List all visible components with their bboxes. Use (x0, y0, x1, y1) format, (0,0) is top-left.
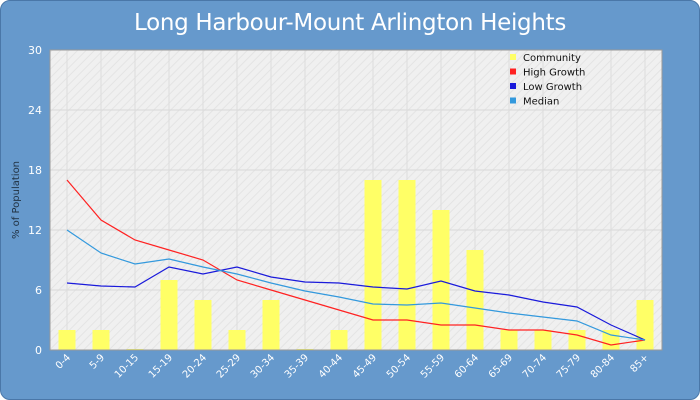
chart-title: Long Harbour-Mount Arlington Heights (133, 10, 567, 36)
x-tick-label: 5-9 (88, 352, 107, 371)
community-bar (330, 330, 348, 350)
x-tick-label: 15-19 (147, 352, 175, 380)
line-series (66, 179, 646, 346)
community-bar (58, 330, 76, 350)
legend-label: Community (523, 53, 581, 64)
community-bar (534, 330, 552, 350)
legend-swatch (510, 97, 516, 104)
community-bar (466, 250, 484, 350)
y-tick-label: 18 (28, 164, 42, 177)
x-tick-label: 75-79 (555, 352, 583, 380)
x-tick-label: 35-39 (283, 352, 311, 380)
community-bar (500, 330, 518, 350)
y-axis-label: % of Population (11, 161, 22, 239)
x-tick-label: 20-24 (181, 352, 209, 380)
community-bar (568, 330, 586, 350)
x-tick-label: 55-59 (419, 352, 447, 380)
community-bar (636, 300, 654, 350)
x-tick-label: 60-64 (453, 352, 481, 380)
legend: Community High Growth Low Growth Median (510, 53, 585, 108)
legend-swatch (510, 83, 516, 89)
x-tick-label: 30-34 (249, 352, 277, 380)
median-line (66, 229, 646, 341)
legend-label: Low Growth (523, 82, 582, 93)
x-tick-label: 40-44 (317, 352, 345, 380)
x-tick-label: 0-4 (54, 352, 73, 371)
legend-swatch (510, 68, 516, 75)
y-tick-label: 6 (35, 284, 42, 297)
community-bar (92, 330, 110, 350)
y-tick-label: 0 (35, 344, 42, 357)
high-growth-line (66, 179, 646, 346)
plot-border (49, 49, 663, 351)
low-growth-line (66, 266, 646, 341)
x-tick-label: 50-54 (385, 352, 413, 380)
community-bar (160, 280, 178, 350)
community-bar (602, 330, 620, 350)
y-tick-label: 24 (28, 104, 42, 117)
y-tick-label: 12 (28, 224, 42, 237)
x-tick-label: 65-69 (487, 352, 515, 380)
community-bar (432, 210, 450, 350)
x-tick-label: 45-49 (351, 352, 379, 380)
community-bar (364, 180, 382, 350)
community-bar (398, 180, 416, 350)
plot-area (50, 50, 662, 350)
legend-label: Median (523, 97, 559, 108)
community-bar (228, 330, 246, 350)
y-tick-label: 30 (28, 44, 42, 57)
community-bar (262, 300, 280, 350)
x-tick-label: 25-29 (215, 352, 243, 380)
x-tick-label: 80-84 (589, 352, 617, 380)
x-tick-label: 85+ (628, 352, 651, 375)
bar-series (58, 180, 654, 350)
x-tick-label: 10-15 (113, 352, 141, 380)
legend-swatch (510, 54, 516, 60)
legend-label: High Growth (523, 68, 585, 79)
x-tick-label: 70-74 (521, 352, 549, 380)
community-bar (194, 300, 212, 350)
